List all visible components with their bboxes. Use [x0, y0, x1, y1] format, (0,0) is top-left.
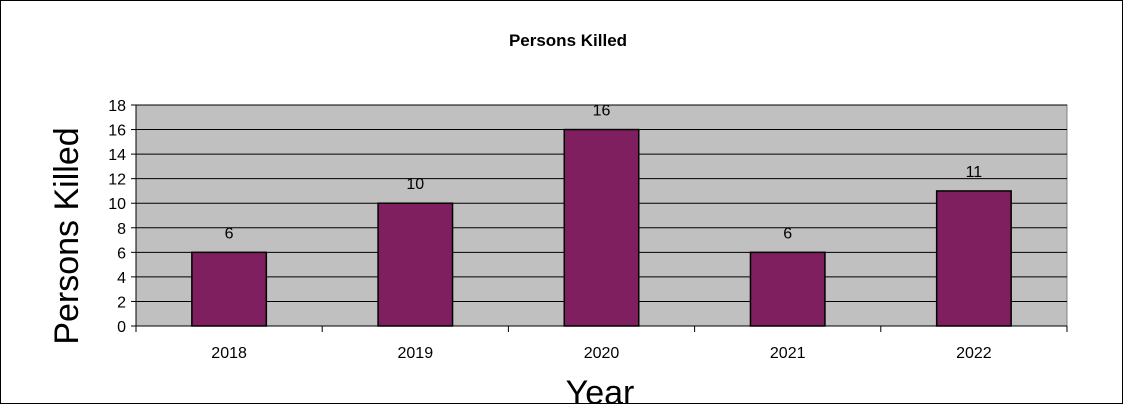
- x-tick-label-2022: 2022: [956, 345, 992, 362]
- x-tick-label-2019: 2019: [398, 345, 434, 362]
- chart-title: Persons Killed: [509, 31, 627, 50]
- y-axis-title: Persons Killed: [48, 127, 86, 344]
- x-axis-title: Year: [566, 374, 635, 404]
- y-tick-label: 10: [108, 196, 126, 213]
- bar-2018: [191, 251, 268, 327]
- x-tick-label-2018: 2018: [211, 345, 247, 362]
- data-label-2021: 6: [783, 225, 792, 242]
- y-tick-label: 18: [108, 98, 126, 115]
- data-label-2022: 11: [966, 164, 983, 181]
- y-tick-label: 14: [108, 147, 126, 164]
- y-tick-label: 16: [108, 123, 126, 140]
- data-label-2018: 6: [225, 225, 234, 242]
- bar-2019: [377, 202, 454, 327]
- y-tick-label: 12: [108, 172, 126, 189]
- bars: 6 10 16 6 11: [191, 103, 1012, 327]
- bar-2021: [749, 251, 826, 327]
- x-tick-label-2021: 2021: [770, 345, 806, 362]
- axes: 0 2 4 6 8 10 12 14 16 18 2018 2019 2020 2021 2022: [108, 98, 1068, 362]
- x-tick-label-2020: 2020: [584, 345, 620, 362]
- y-tick-label: 6: [117, 245, 126, 262]
- data-label-2019: 10: [406, 176, 424, 193]
- bar-2022: [935, 190, 1012, 327]
- y-tick-label: 8: [117, 221, 126, 238]
- bar-2020: [563, 128, 640, 327]
- y-tick-label: 0: [117, 319, 126, 336]
- y-tick-label: 4: [117, 270, 126, 287]
- data-label-2020: 16: [593, 103, 611, 120]
- y-tick-label: 2: [117, 294, 126, 311]
